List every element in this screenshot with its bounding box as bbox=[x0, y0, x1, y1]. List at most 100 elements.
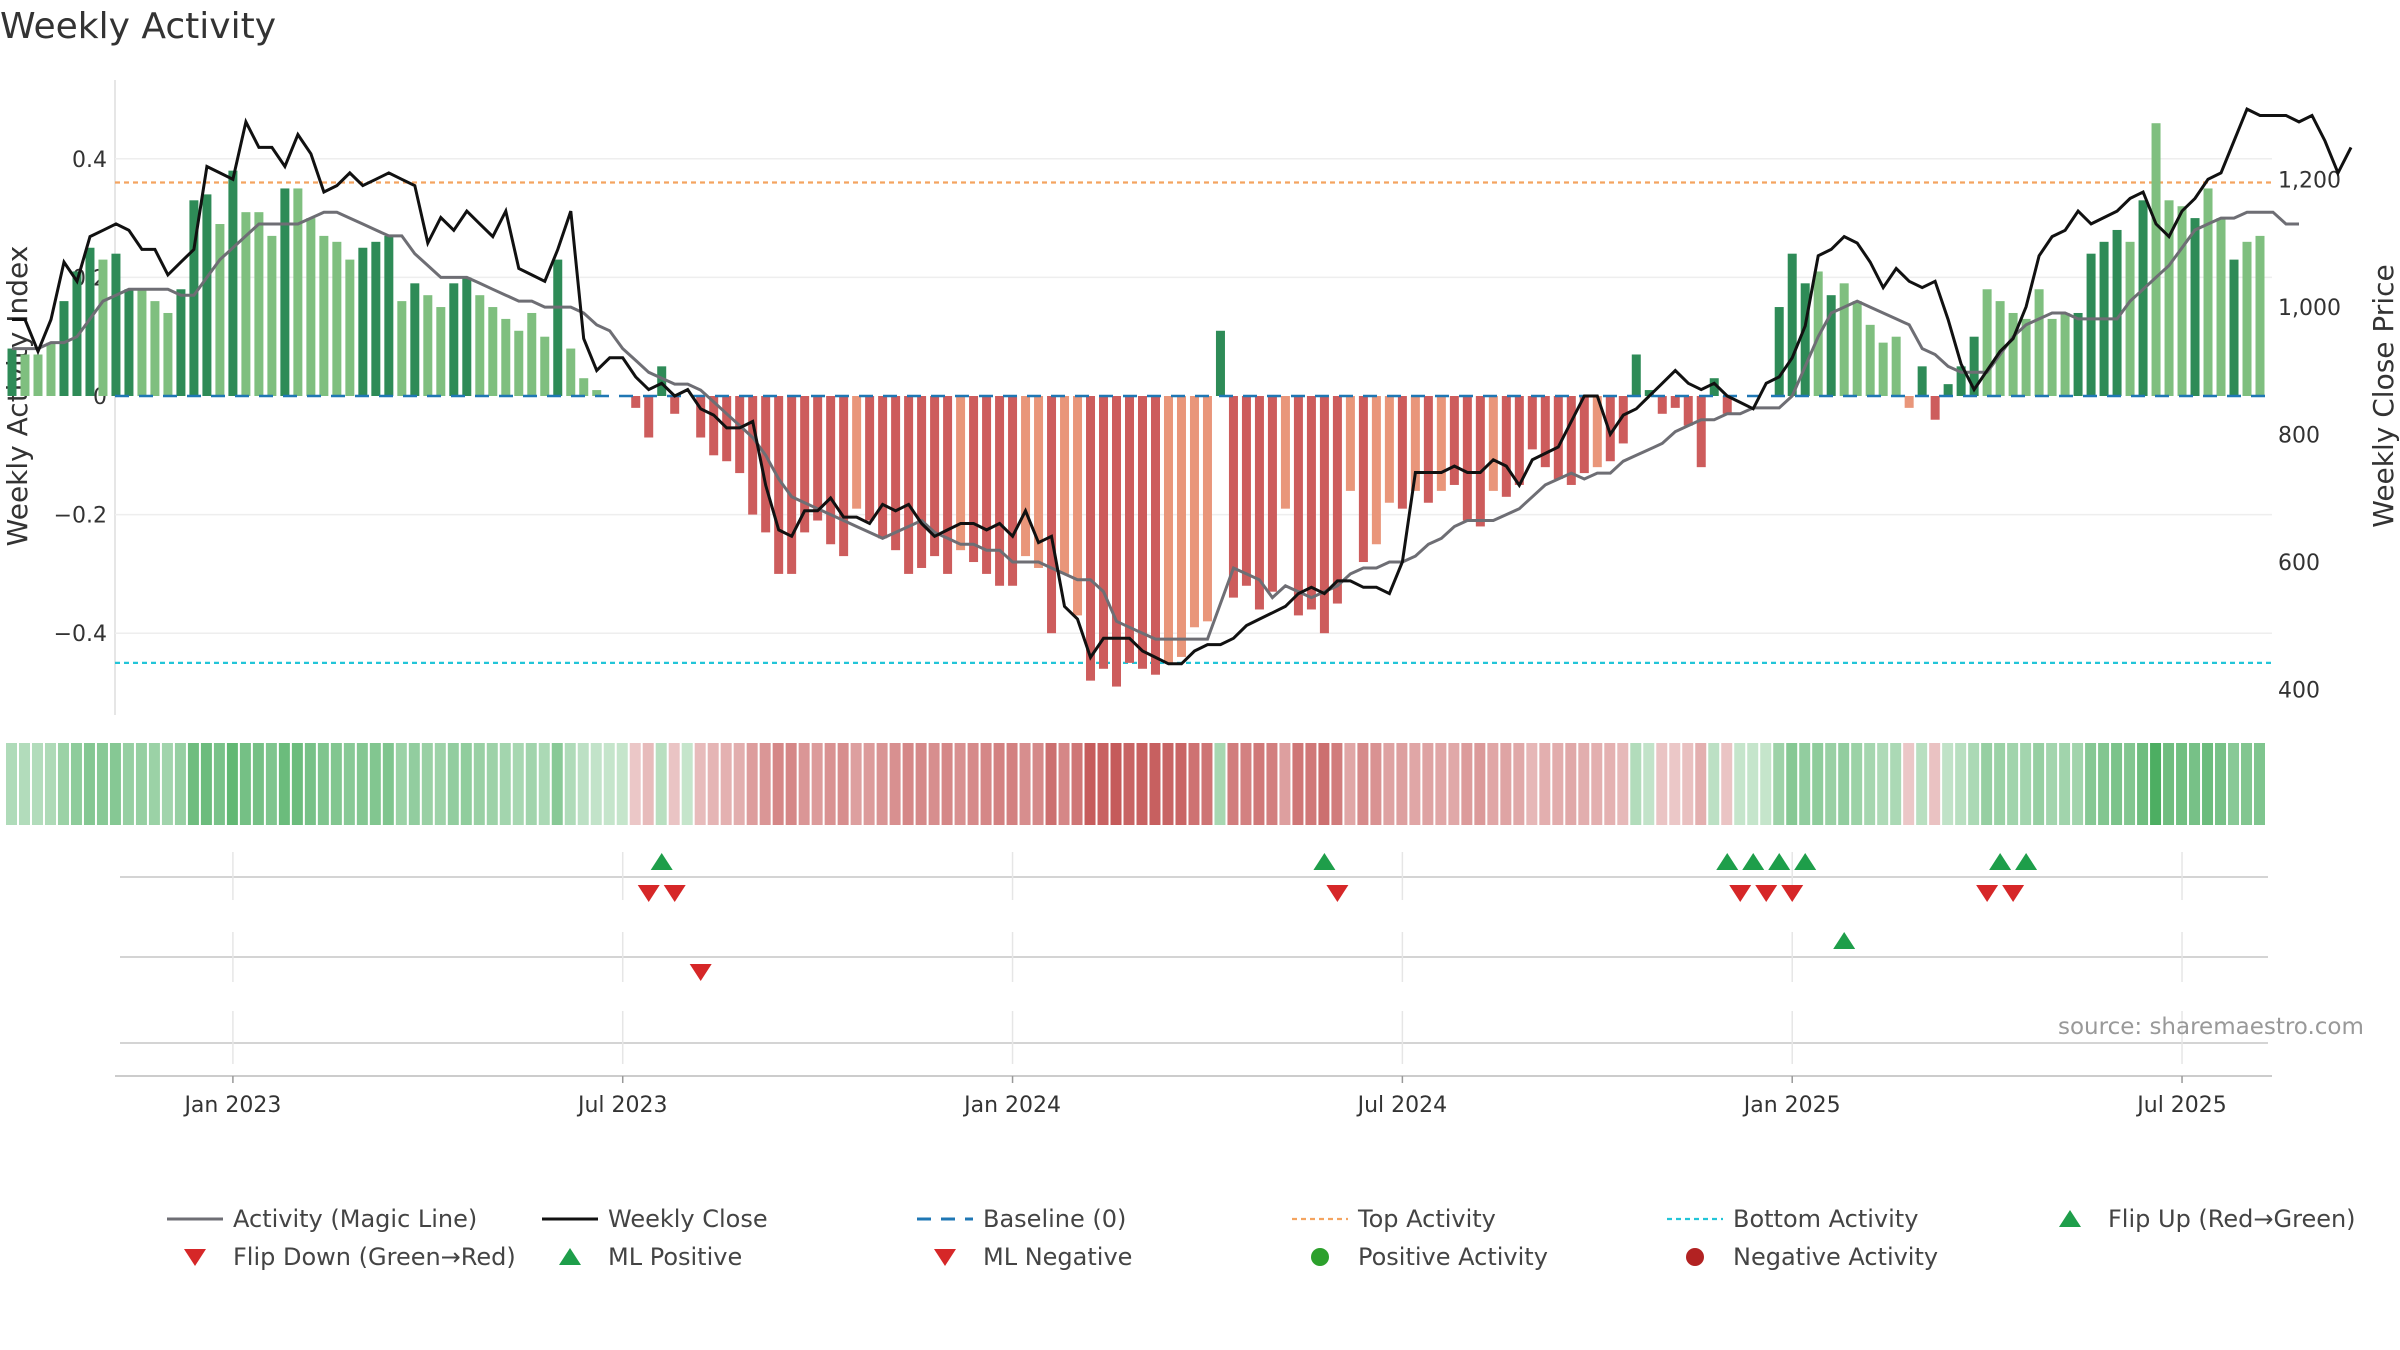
legend-symbol-baseline bbox=[917, 1217, 973, 1221]
flip-down-marker bbox=[663, 885, 686, 902]
heat-cell bbox=[1513, 743, 1525, 825]
activity-bar bbox=[241, 212, 251, 396]
heat-cell bbox=[707, 743, 719, 825]
legend-symbol-top bbox=[1292, 1217, 1348, 1221]
heat-cell bbox=[1292, 743, 1304, 825]
heat-cell bbox=[1656, 743, 1668, 825]
heat-cell bbox=[824, 743, 836, 825]
activity-bar bbox=[1397, 396, 1407, 509]
legend-label-baseline: Baseline (0) bbox=[983, 1205, 1127, 1233]
legend-label-ml-negative: ML Negative bbox=[983, 1243, 1133, 1271]
activity-bar bbox=[1423, 396, 1433, 503]
heat-cell bbox=[1526, 743, 1538, 825]
activity-bar bbox=[1254, 396, 1264, 610]
activity-bar bbox=[1176, 396, 1186, 657]
activity-bar bbox=[1150, 396, 1160, 675]
x-tick-label: Jan 2024 bbox=[962, 1093, 1061, 1118]
flip-up-marker bbox=[1313, 853, 1336, 870]
heat-cell bbox=[1175, 743, 1187, 825]
heat-cell bbox=[1227, 743, 1239, 825]
y2-tick-label: 1,200 bbox=[2278, 168, 2341, 193]
activity-bar bbox=[2255, 235, 2265, 396]
heat-cell bbox=[1461, 743, 1473, 825]
activity-bar bbox=[1332, 396, 1342, 604]
heat-cell bbox=[70, 743, 82, 825]
activity-bar bbox=[475, 295, 485, 396]
heat-cell bbox=[850, 743, 862, 825]
activity-bar bbox=[1371, 396, 1381, 545]
heat-cell bbox=[2241, 743, 2253, 825]
heat-cell bbox=[174, 743, 186, 825]
heat-cell bbox=[148, 743, 160, 825]
heat-cell bbox=[109, 743, 121, 825]
activity-bar bbox=[1021, 396, 1031, 557]
activity-bar bbox=[1488, 396, 1498, 491]
activity-bar bbox=[1683, 396, 1693, 426]
heat-cell bbox=[1357, 743, 1369, 825]
activity-bar bbox=[1293, 396, 1303, 616]
heat-cell bbox=[967, 743, 979, 825]
heat-cell bbox=[213, 743, 225, 825]
heat-cell bbox=[382, 743, 394, 825]
heat-cell bbox=[1344, 743, 1356, 825]
activity-bar bbox=[2216, 218, 2226, 396]
heat-cell bbox=[759, 743, 771, 825]
chart-title: Weekly Activity bbox=[0, 6, 277, 47]
activity-bar bbox=[1384, 396, 1394, 503]
activity-bar bbox=[423, 295, 433, 396]
activity-bar bbox=[2229, 259, 2239, 396]
activity-bar bbox=[1553, 396, 1563, 480]
y2-tick-label: 600 bbox=[2278, 551, 2320, 576]
y2-tick-label: 1,000 bbox=[2278, 296, 2341, 321]
heat-cell bbox=[798, 743, 810, 825]
activity-bar bbox=[1267, 396, 1277, 592]
activity-bar bbox=[2164, 200, 2174, 396]
activity-bar bbox=[59, 301, 69, 396]
heat-cell bbox=[1253, 743, 1265, 825]
legend-dot bbox=[1686, 1248, 1704, 1266]
activity-bar bbox=[1670, 396, 1680, 408]
activity-bar bbox=[1215, 330, 1225, 396]
heat-cell bbox=[122, 743, 134, 825]
legend-item-ml-negative: ML Negative bbox=[915, 1243, 1132, 1271]
activity-bar bbox=[774, 396, 784, 574]
activity-bar bbox=[930, 396, 940, 557]
activity-bar bbox=[1137, 396, 1147, 669]
legend-symbol-flip-down bbox=[184, 1249, 206, 1266]
activity-bar bbox=[462, 277, 472, 396]
activity-bar bbox=[449, 283, 459, 396]
activity-bar bbox=[2242, 241, 2252, 396]
activity-bar bbox=[514, 330, 524, 396]
activity-bar bbox=[98, 259, 108, 396]
legend-triangle-down bbox=[934, 1249, 956, 1266]
heat-cell bbox=[1409, 743, 1421, 825]
activity-bar bbox=[306, 218, 316, 396]
source-note: source: sharemaestro.com bbox=[2058, 1014, 2364, 1040]
activity-bar bbox=[1930, 396, 1940, 420]
heat-cell bbox=[1422, 743, 1434, 825]
activity-bar bbox=[1501, 396, 1511, 497]
heat-cell bbox=[2176, 743, 2188, 825]
x-tick-label: Jul 2023 bbox=[576, 1093, 668, 1118]
flip-up-marker bbox=[2015, 853, 2038, 870]
legend-symbol-magic bbox=[167, 1217, 223, 1221]
heat-cell bbox=[1812, 743, 1824, 825]
heat-cell bbox=[2072, 743, 2084, 825]
heat-cell bbox=[447, 743, 459, 825]
activity-bar bbox=[735, 396, 745, 474]
heat-cell bbox=[1487, 743, 1499, 825]
heat-cell bbox=[941, 743, 953, 825]
heat-cell bbox=[1825, 743, 1837, 825]
flip-up-marker bbox=[1989, 853, 2012, 870]
heat-cell bbox=[1201, 743, 1213, 825]
activity-bar bbox=[1112, 396, 1122, 687]
activity-bar bbox=[1410, 396, 1420, 491]
heat-cell bbox=[1019, 743, 1031, 825]
activity-bar bbox=[176, 289, 186, 396]
heat-cell bbox=[265, 743, 277, 825]
heat-cell bbox=[837, 743, 849, 825]
heat-cell bbox=[655, 743, 667, 825]
heat-cell bbox=[317, 743, 329, 825]
activity-bar bbox=[995, 396, 1005, 586]
legend-dot bbox=[1311, 1248, 1329, 1266]
